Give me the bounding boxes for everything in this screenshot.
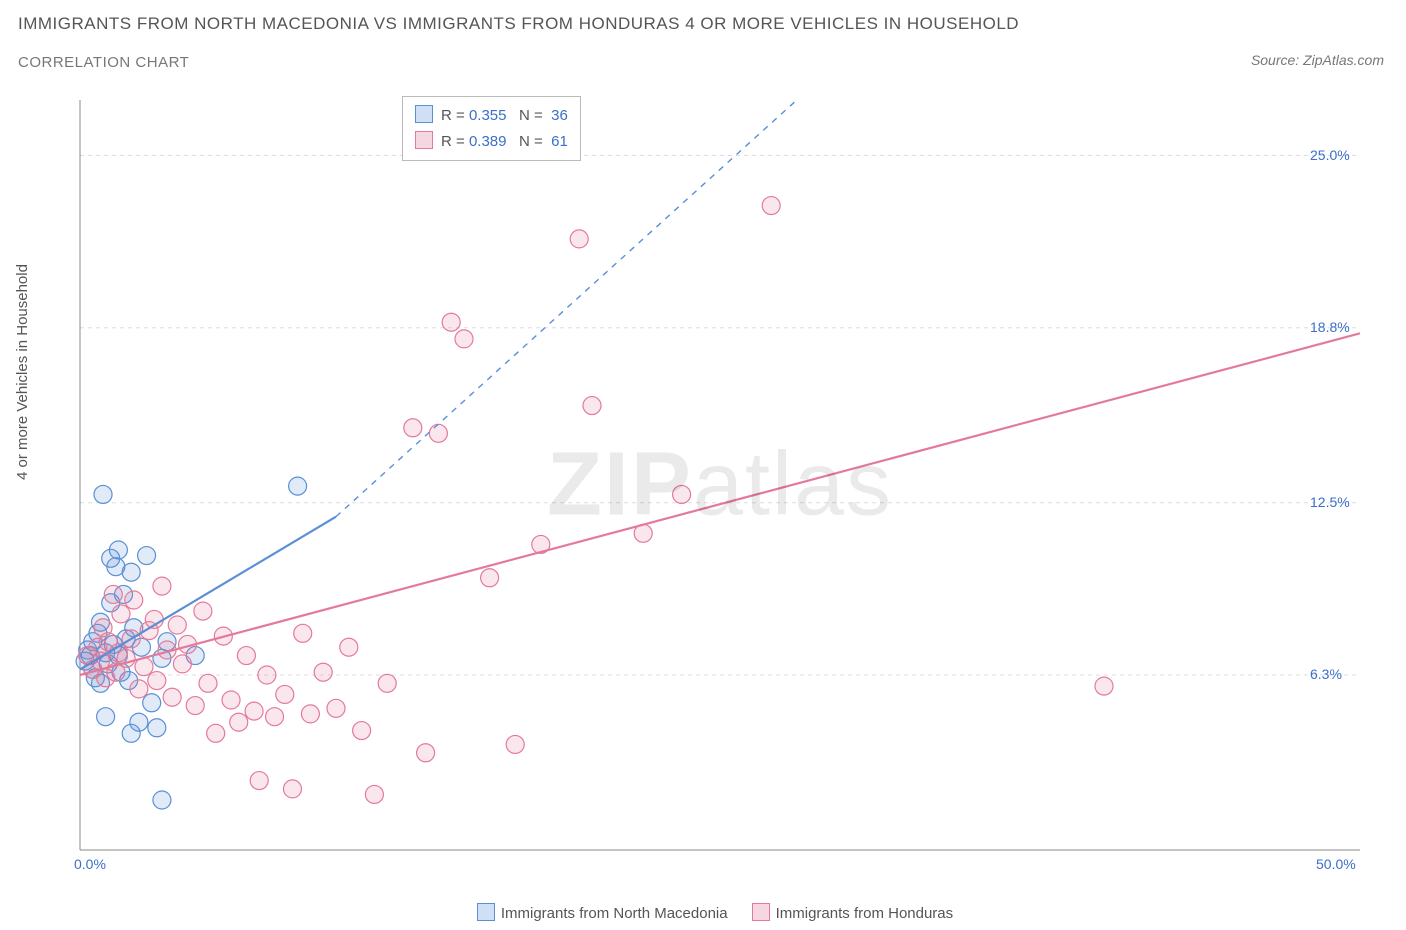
data-point (104, 585, 122, 603)
data-point (230, 713, 248, 731)
data-point (153, 577, 171, 595)
trend-line (80, 333, 1360, 675)
chart-title: IMMIGRANTS FROM NORTH MACEDONIA VS IMMIG… (18, 14, 1019, 34)
data-point (250, 772, 268, 790)
legend-label: Immigrants from Honduras (776, 905, 954, 922)
stat-row: R = 0.355 N = 36 (415, 103, 568, 129)
data-point (404, 419, 422, 437)
plot-svg (60, 90, 1380, 880)
data-point (97, 708, 115, 726)
legend: Immigrants from North Macedonia Immigrant… (0, 903, 1406, 922)
data-point (481, 569, 499, 587)
data-point (122, 724, 140, 742)
data-point (199, 674, 217, 692)
data-point (301, 705, 319, 723)
x-tick-label: 50.0% (1316, 856, 1356, 872)
stat-n-value: 61 (547, 133, 568, 150)
data-point (163, 688, 181, 706)
data-point (583, 397, 601, 415)
data-point (340, 638, 358, 656)
data-point (109, 541, 127, 559)
stat-r-value: 0.355 (469, 107, 507, 124)
data-point (138, 547, 156, 565)
legend-swatch (477, 903, 495, 921)
data-point (417, 744, 435, 762)
trend-line-extrapolated (336, 100, 797, 517)
stat-n-label: N = (519, 107, 547, 124)
data-point (294, 624, 312, 642)
data-point (378, 674, 396, 692)
data-point (365, 785, 383, 803)
data-point (283, 780, 301, 798)
data-point (570, 230, 588, 248)
y-tick-label: 18.8% (1310, 319, 1350, 335)
legend-swatch (415, 105, 433, 123)
source-attribution: Source: ZipAtlas.com (1251, 52, 1384, 68)
x-tick-label: 0.0% (74, 856, 106, 872)
stat-r-label: R = (441, 107, 469, 124)
data-point (289, 477, 307, 495)
data-point (186, 697, 204, 715)
data-point (353, 722, 371, 740)
data-point (125, 591, 143, 609)
y-axis-label: 4 or more Vehicles in Household (14, 264, 31, 480)
data-point (1095, 677, 1113, 695)
y-tick-label: 25.0% (1310, 147, 1350, 163)
data-point (143, 694, 161, 712)
data-point (258, 666, 276, 684)
scatter-plot: ZIPatlas R = 0.355 N = 36R = 0.389 N = 6… (60, 90, 1380, 880)
data-point (112, 605, 130, 623)
data-point (94, 485, 112, 503)
stat-r-value: 0.389 (469, 133, 507, 150)
data-point (207, 724, 225, 742)
data-point (455, 330, 473, 348)
data-point (276, 685, 294, 703)
data-point (327, 699, 345, 717)
data-point (194, 602, 212, 620)
data-point (153, 791, 171, 809)
data-point (168, 616, 186, 634)
data-point (266, 708, 284, 726)
data-point (222, 691, 240, 709)
data-point (122, 563, 140, 581)
data-point (148, 672, 166, 690)
stat-row: R = 0.389 N = 61 (415, 129, 568, 155)
chart-subtitle: CORRELATION CHART (18, 54, 189, 71)
legend-label: Immigrants from North Macedonia (501, 905, 728, 922)
y-tick-label: 6.3% (1310, 666, 1342, 682)
data-point (429, 424, 447, 442)
legend-swatch (752, 903, 770, 921)
data-point (673, 485, 691, 503)
data-point (442, 313, 460, 331)
stat-n-value: 36 (547, 107, 568, 124)
stat-n-label: N = (519, 133, 547, 150)
data-point (130, 680, 148, 698)
data-point (506, 735, 524, 753)
data-point (245, 702, 263, 720)
y-tick-label: 12.5% (1310, 494, 1350, 510)
data-point (237, 647, 255, 665)
data-point (762, 197, 780, 215)
data-point (314, 663, 332, 681)
correlation-stat-box: R = 0.355 N = 36R = 0.389 N = 61 (402, 96, 581, 161)
data-point (148, 719, 166, 737)
stat-r-label: R = (441, 133, 469, 150)
legend-swatch (415, 131, 433, 149)
data-point (173, 655, 191, 673)
